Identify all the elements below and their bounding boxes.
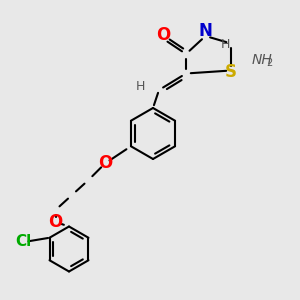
Text: O: O: [98, 154, 112, 172]
Text: O: O: [156, 26, 171, 44]
Text: S: S: [225, 63, 237, 81]
Text: 2: 2: [266, 58, 272, 68]
Text: H: H: [135, 80, 145, 93]
Text: H: H: [220, 38, 230, 52]
Text: NH: NH: [252, 53, 273, 67]
Text: O: O: [48, 213, 63, 231]
Text: Cl: Cl: [15, 234, 32, 249]
Text: N: N: [199, 22, 212, 40]
